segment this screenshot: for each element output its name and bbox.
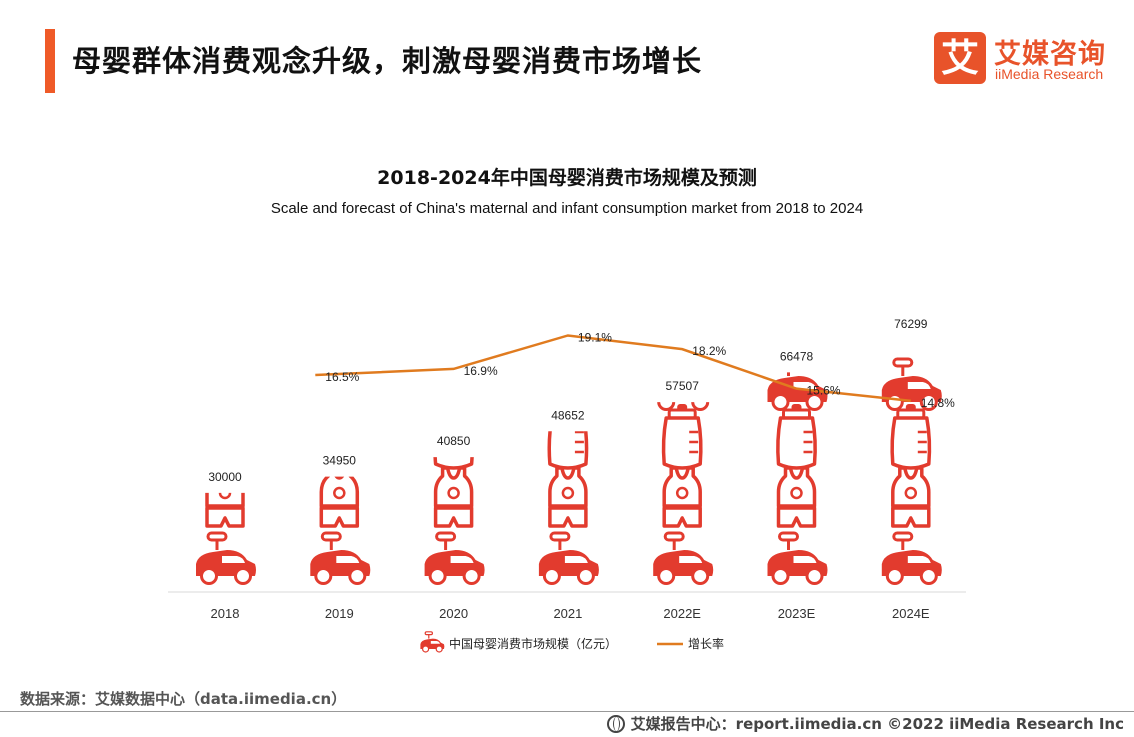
growth-rate-line — [315, 334, 911, 403]
footer-report-text: 艾媒报告中心：report.iimedia.cn ©2022 iiMedia R… — [630, 715, 1124, 733]
footer-credit: 艾媒报告中心：report.iimedia.cn ©2022 iiMedia R… — [606, 713, 1124, 734]
bar-icon-2020-1 — [433, 466, 474, 528]
brand-logo: 艾 艾媒咨询 iiMedia Research — [934, 32, 1119, 88]
bar-2021 — [537, 431, 601, 585]
chart-title: 2018-2024年中国母婴消费市场规模及预测 — [377, 167, 757, 189]
legend-label-growth-rate: 增长率 — [688, 636, 724, 651]
bar-icon-2019-0 — [308, 531, 372, 585]
bar-icon-2024E-2 — [890, 402, 932, 470]
bar-icon-2018-0 — [194, 531, 258, 585]
bar-icon-2023E-1 — [776, 466, 817, 528]
x-tick-2021: 2021 — [553, 606, 582, 621]
logo-chinese-name: 艾媒咨询 — [994, 39, 1106, 70]
value-label-2019: 34950 — [323, 454, 357, 468]
rate-label-2022E: 18.2% — [692, 344, 726, 358]
x-tick-2022E: 2022E — [663, 606, 701, 621]
rate-label-2019: 16.5% — [325, 370, 359, 384]
page-title: 母婴群体消费观念升级，刺激母婴消费市场增长 — [72, 44, 703, 78]
data-source-note: 数据来源：艾媒数据中心（data.iimedia.cn） — [20, 690, 347, 708]
value-label-2024E: 76299 — [894, 317, 928, 331]
bar-icon-2022E-2 — [661, 402, 703, 470]
value-label-2020: 40850 — [437, 434, 471, 448]
x-tick-2024E: 2024E — [892, 606, 930, 621]
bar-icon-2024E-0 — [880, 531, 944, 585]
rate-label-2020: 16.9% — [464, 364, 498, 378]
bar-icon-2022E-0 — [651, 531, 715, 585]
x-tick-2018: 2018 — [211, 606, 240, 621]
bar-2019 — [308, 476, 372, 585]
legend-label-market-size: 中国母婴消费市场规模（亿元） — [449, 636, 617, 651]
chart-subtitle: Scale and forecast of China's maternal a… — [270, 200, 864, 217]
x-tick-2020: 2020 — [439, 606, 468, 621]
bar-2018 — [194, 492, 258, 585]
bar-icon-2021-1 — [548, 466, 588, 528]
logo-english-name: iiMedia Research — [995, 66, 1104, 82]
bar-icon-2020-0 — [423, 531, 487, 585]
bar-icon-2024E-1 — [891, 466, 931, 528]
globe-icon — [606, 714, 625, 733]
bar-icon-2023E-2 — [776, 402, 817, 470]
bar-icon-2021-0 — [537, 531, 601, 585]
legend-car-icon — [419, 631, 445, 653]
title-accent-bar — [45, 29, 55, 93]
value-label-2018: 30000 — [208, 470, 242, 484]
rate-label-2023E: 15.6% — [807, 384, 841, 398]
x-tick-2023E: 2023E — [778, 606, 816, 621]
logo-mark: 艾 — [934, 32, 986, 84]
rate-label-2021: 19.1% — [578, 330, 612, 344]
value-label-2021: 48652 — [551, 408, 585, 422]
value-label-2023E: 66478 — [780, 349, 814, 363]
value-label-2022E: 57507 — [666, 379, 700, 393]
bar-icon-2019-1 — [319, 476, 360, 528]
footer-divider — [0, 711, 1134, 712]
bar-2020 — [423, 457, 487, 585]
rate-label-2024E: 14.8% — [921, 396, 955, 410]
bar-icon-2023E-0 — [766, 531, 829, 585]
bar-2024E — [880, 357, 944, 585]
bar-icon-2022E-1 — [662, 466, 702, 528]
x-tick-2019: 2019 — [325, 606, 354, 621]
